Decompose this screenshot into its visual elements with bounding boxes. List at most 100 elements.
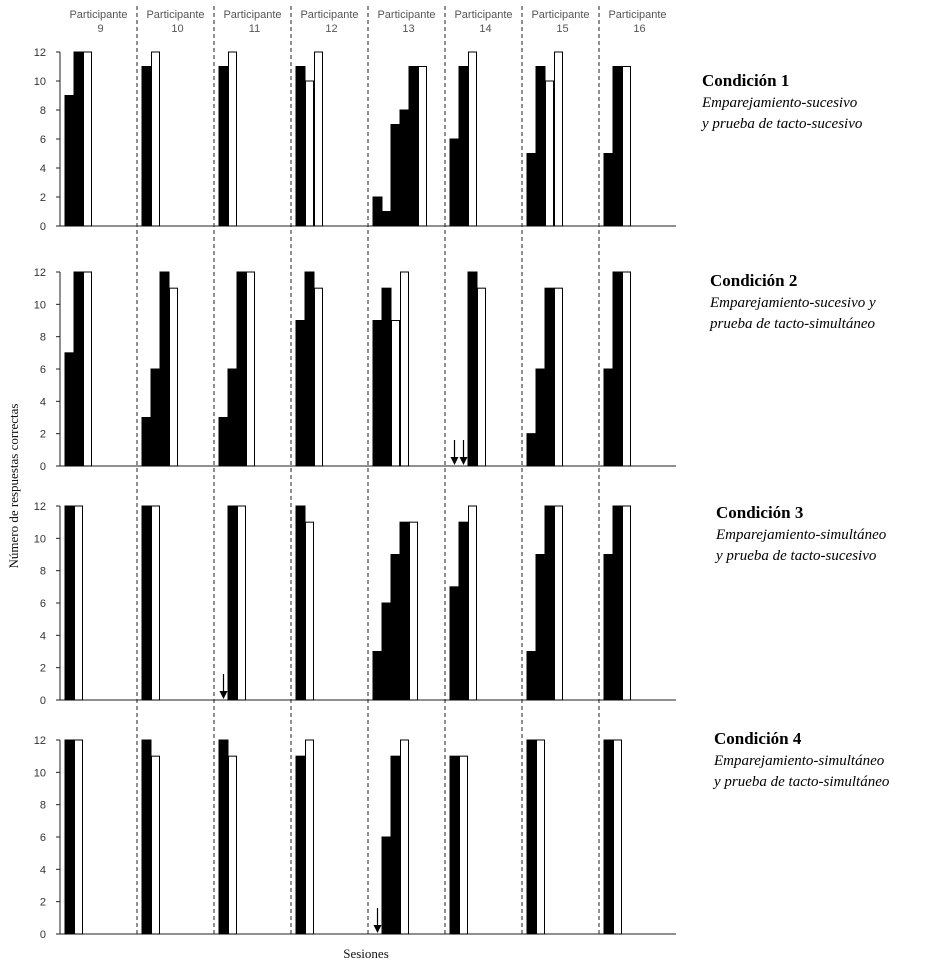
y-tick-label: 6 [40, 598, 46, 610]
training-bar [603, 368, 614, 467]
probe-bar [237, 505, 246, 701]
probe-bar [74, 505, 83, 701]
participant-header-number: 12 [325, 23, 337, 35]
participant-header-number: 14 [479, 23, 491, 35]
training-bar [304, 271, 315, 467]
y-tick-label: 12 [34, 501, 46, 513]
probe-bar [536, 739, 545, 935]
probe-bar [246, 271, 255, 467]
arrow-icon [459, 457, 468, 465]
probe-bar [468, 505, 477, 701]
y-tick-label: 2 [40, 192, 46, 204]
probe-bar [391, 320, 400, 467]
training-bar [603, 554, 614, 701]
training-bar [372, 196, 383, 227]
participant-header-label: Participante [146, 9, 204, 21]
training-bar [295, 755, 306, 935]
training-bar [449, 138, 460, 227]
y-tick-label: 8 [40, 332, 46, 344]
y-tick-label: 0 [40, 695, 46, 707]
training-bar [467, 271, 478, 467]
probe-bar [228, 755, 237, 935]
y-tick-label: 6 [40, 134, 46, 146]
probe-bar [622, 505, 631, 701]
probe-bar [613, 739, 622, 935]
training-bar [381, 836, 392, 935]
training-bar [381, 287, 392, 467]
training-bar [295, 505, 306, 701]
training-bar [227, 368, 238, 467]
training-bar [218, 739, 229, 935]
training-bar [141, 505, 152, 701]
y-tick-label: 10 [34, 533, 46, 545]
participant-header-number: 16 [633, 23, 645, 35]
probe-bar [151, 755, 160, 935]
participant-header-number: 13 [402, 23, 414, 35]
arrow-icon [450, 457, 459, 465]
training-bar [399, 521, 410, 701]
training-bar [141, 739, 152, 935]
probe-bar [459, 755, 468, 935]
probe-bar [400, 739, 409, 935]
training-bar [526, 739, 537, 935]
training-bar [535, 368, 546, 467]
y-tick-label: 4 [40, 864, 46, 876]
training-bar [408, 66, 419, 227]
training-bar [449, 755, 460, 935]
training-bar [449, 586, 460, 701]
participant-header-number: 9 [97, 23, 103, 35]
probe-bar [545, 80, 554, 227]
training-bar [372, 320, 383, 467]
probe-bar [418, 66, 427, 227]
probe-bar [409, 521, 418, 701]
participant-header-number: 10 [171, 23, 183, 35]
participant-header-label: Participante [454, 9, 512, 21]
training-bar [535, 66, 546, 227]
probe-bar [400, 271, 409, 467]
participant-header-number: 11 [249, 23, 260, 35]
condition-description: Emparejamiento-sucesivo y [709, 295, 876, 311]
training-bar [218, 417, 229, 467]
condition-description: Emparejamiento-simultáneo [715, 527, 887, 543]
condition-description: prueba de tacto-simultáneo [709, 316, 875, 332]
probe-bar [554, 51, 563, 227]
probe-bar [305, 739, 314, 935]
training-bar [399, 109, 410, 227]
training-bar [612, 66, 623, 227]
y-tick-label: 8 [40, 105, 46, 117]
participant-header-label: Participante [377, 9, 435, 21]
training-bar [64, 739, 75, 935]
training-bar [159, 271, 170, 467]
training-bar [141, 417, 152, 467]
training-bar [458, 521, 469, 701]
y-tick-label: 6 [40, 364, 46, 376]
training-bar [227, 505, 238, 701]
probe-bar [477, 287, 486, 467]
y-tick-label: 10 [34, 76, 46, 88]
y-tick-label: 8 [40, 566, 46, 578]
training-bar [381, 211, 392, 227]
participant-header-label: Participante [223, 9, 281, 21]
training-bar [295, 66, 306, 227]
condition-title: Condición 2 [710, 271, 797, 290]
probe-bar [305, 521, 314, 701]
training-bar [64, 505, 75, 701]
training-bar [218, 66, 229, 227]
training-bar [64, 95, 75, 227]
condition-description: Emparejamiento-sucesivo [701, 95, 858, 111]
training-bar [141, 66, 152, 227]
participant-header-label: Participante [300, 9, 358, 21]
training-bar [458, 66, 469, 227]
training-bar [64, 352, 75, 467]
training-bar [526, 433, 537, 467]
training-bar [73, 271, 84, 467]
y-tick-label: 4 [40, 163, 46, 175]
probe-bar [468, 51, 477, 227]
probe-bar [554, 287, 563, 467]
probe-bar [151, 505, 160, 701]
training-bar [544, 505, 555, 701]
probe-bar [314, 287, 323, 467]
training-bar [372, 651, 383, 701]
probe-bar [314, 51, 323, 227]
